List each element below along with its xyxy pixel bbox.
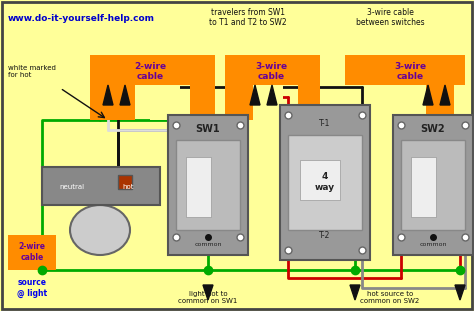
Text: source
@ light: source @ light: [17, 278, 47, 298]
Polygon shape: [423, 85, 433, 105]
Text: SW2: SW2: [421, 124, 445, 134]
Bar: [42, 167, 160, 205]
Bar: [300, 160, 340, 200]
Bar: [411, 157, 436, 217]
Text: 3-wire cable
between switches: 3-wire cable between switches: [356, 8, 424, 27]
Text: www.do-it-yourself-help.com: www.do-it-yourself-help.com: [8, 14, 155, 23]
Text: 3-wire
cable: 3-wire cable: [255, 62, 287, 81]
Polygon shape: [267, 85, 277, 105]
Bar: [253, 85, 283, 120]
Polygon shape: [350, 285, 360, 300]
Text: 2-wire
cable: 2-wire cable: [134, 62, 166, 81]
Bar: [90, 55, 215, 85]
Text: white marked
for hot: white marked for hot: [8, 65, 56, 78]
Bar: [225, 55, 253, 120]
Bar: [426, 55, 454, 120]
Polygon shape: [203, 285, 213, 300]
Text: hot source to
common on SW2: hot source to common on SW2: [360, 291, 419, 304]
Text: hot: hot: [122, 184, 134, 190]
Polygon shape: [440, 85, 450, 105]
Text: 4
way: 4 way: [315, 172, 335, 192]
Bar: [168, 115, 248, 255]
Bar: [176, 140, 240, 230]
Polygon shape: [455, 285, 465, 300]
Text: SW1: SW1: [196, 124, 220, 134]
Text: common: common: [419, 243, 447, 248]
Text: common: common: [194, 243, 222, 248]
Ellipse shape: [70, 205, 130, 255]
Text: travelers from SW1
to T1 and T2 to SW2: travelers from SW1 to T1 and T2 to SW2: [209, 8, 287, 27]
Bar: [150, 85, 180, 120]
Bar: [186, 157, 211, 217]
Text: T-1: T-1: [319, 118, 331, 128]
Bar: [118, 175, 132, 189]
Bar: [288, 135, 362, 230]
Bar: [393, 115, 473, 255]
Text: neutral: neutral: [59, 184, 84, 190]
Polygon shape: [250, 85, 260, 105]
Bar: [225, 55, 320, 85]
Bar: [90, 55, 135, 120]
Bar: [8, 235, 56, 270]
Text: T-2: T-2: [319, 230, 331, 239]
Bar: [345, 55, 465, 85]
Text: 2-wire
cable: 2-wire cable: [18, 242, 46, 262]
Bar: [280, 105, 370, 260]
Text: light hot to
common on SW1: light hot to common on SW1: [178, 291, 237, 304]
Bar: [190, 55, 215, 120]
Polygon shape: [120, 85, 130, 105]
Bar: [298, 55, 320, 120]
Polygon shape: [103, 85, 113, 105]
Bar: [401, 140, 465, 230]
Text: 3-wire
cable: 3-wire cable: [394, 62, 426, 81]
